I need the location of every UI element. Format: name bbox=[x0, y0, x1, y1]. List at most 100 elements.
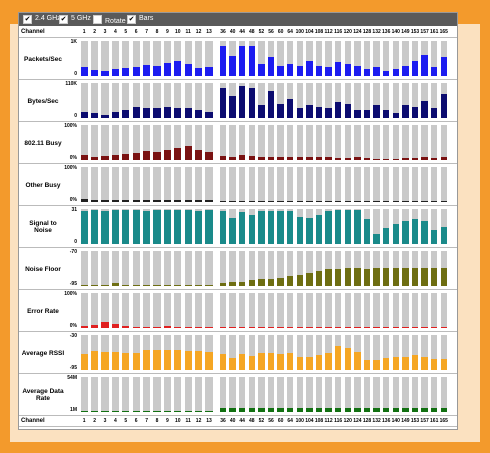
bar bbox=[402, 105, 409, 118]
cell-background bbox=[258, 125, 265, 160]
bar bbox=[382, 200, 390, 202]
checkbox-option[interactable]: Rotate bbox=[93, 15, 126, 25]
cell-background bbox=[184, 125, 192, 160]
channel-number: 112 bbox=[324, 29, 333, 35]
bar bbox=[440, 200, 448, 202]
cell-background bbox=[325, 83, 332, 118]
bar bbox=[421, 356, 428, 370]
bar bbox=[430, 230, 438, 244]
cell-background bbox=[315, 335, 323, 370]
cell-background bbox=[373, 41, 380, 76]
cell-background bbox=[174, 125, 182, 160]
bar bbox=[90, 113, 99, 118]
cell-background bbox=[163, 293, 172, 328]
cell-background bbox=[194, 377, 203, 412]
cell-background bbox=[153, 125, 161, 160]
cell-background bbox=[80, 293, 88, 328]
cell-background bbox=[142, 167, 151, 202]
cell-background bbox=[267, 293, 275, 328]
channel-number: 104 bbox=[305, 29, 314, 35]
bar bbox=[392, 113, 400, 118]
bar bbox=[258, 64, 265, 76]
channel-number: 108 bbox=[314, 29, 324, 35]
cell-background bbox=[90, 125, 99, 160]
row-rule bbox=[19, 331, 457, 332]
bar bbox=[194, 326, 203, 328]
channel-number: 116 bbox=[334, 418, 343, 424]
checkbox-option[interactable]: ✔ Bars bbox=[127, 15, 153, 24]
checkbox[interactable]: ✔ bbox=[59, 15, 68, 24]
bar bbox=[153, 152, 161, 160]
channel-number: 149 bbox=[401, 418, 410, 424]
bar bbox=[296, 274, 304, 286]
bar bbox=[306, 326, 313, 328]
bar bbox=[411, 355, 419, 370]
cell-background bbox=[430, 167, 438, 202]
cell-background bbox=[205, 41, 213, 76]
bar bbox=[219, 155, 227, 160]
cell-background bbox=[306, 125, 313, 160]
bar bbox=[421, 200, 428, 202]
bar bbox=[402, 221, 409, 244]
cell-background bbox=[421, 377, 428, 412]
cell-background bbox=[132, 83, 140, 118]
bar bbox=[229, 281, 236, 286]
cell-background bbox=[90, 41, 99, 76]
bar bbox=[373, 360, 380, 370]
bar bbox=[122, 410, 130, 412]
cell-background bbox=[142, 83, 151, 118]
cell-background bbox=[184, 167, 192, 202]
cell-background bbox=[194, 41, 203, 76]
bar bbox=[392, 357, 400, 370]
bar bbox=[286, 353, 294, 370]
cell-background bbox=[101, 251, 109, 286]
cell-background bbox=[122, 125, 130, 160]
bar bbox=[205, 284, 213, 286]
bar bbox=[80, 353, 88, 370]
bar bbox=[122, 210, 130, 244]
channel-number: 128 bbox=[362, 29, 372, 35]
checkbox-option[interactable]: ✔ 5 GHz bbox=[59, 15, 91, 24]
channel-number: 60 bbox=[277, 29, 284, 35]
cell-background bbox=[344, 293, 352, 328]
bar bbox=[194, 410, 203, 412]
bar bbox=[286, 276, 294, 286]
checkbox-option[interactable]: ✔ 2.4 GHz bbox=[23, 15, 61, 24]
cell-background bbox=[392, 41, 400, 76]
cell-background bbox=[205, 251, 213, 286]
channel-number: 52 bbox=[258, 29, 265, 35]
bar bbox=[111, 69, 120, 76]
bar bbox=[174, 107, 182, 118]
bar bbox=[163, 284, 172, 286]
bar bbox=[344, 348, 352, 370]
bar bbox=[334, 157, 342, 160]
bar bbox=[101, 71, 109, 76]
axis-min: 0 bbox=[74, 239, 77, 245]
channel-number: 12 bbox=[195, 418, 202, 424]
cell-background bbox=[363, 167, 371, 202]
row-label: Signal to Noise bbox=[21, 206, 65, 248]
cell-background bbox=[258, 83, 265, 118]
bar bbox=[363, 68, 371, 76]
bar bbox=[219, 87, 227, 118]
bar bbox=[122, 67, 130, 76]
cell-background bbox=[205, 125, 213, 160]
cell-background bbox=[325, 251, 332, 286]
checkbox[interactable]: ✔ bbox=[23, 15, 32, 24]
bar bbox=[132, 284, 140, 286]
cell-background bbox=[344, 125, 352, 160]
cell-background bbox=[163, 41, 172, 76]
cell-background bbox=[296, 335, 304, 370]
cell-background bbox=[219, 251, 227, 286]
bar bbox=[296, 200, 304, 202]
axis-max: 1K bbox=[70, 39, 77, 45]
cell-background bbox=[430, 41, 438, 76]
cell-background bbox=[296, 377, 304, 412]
checkbox[interactable] bbox=[93, 15, 102, 24]
channel-number: 157 bbox=[420, 29, 429, 35]
checkbox[interactable]: ✔ bbox=[127, 15, 136, 24]
cell-background bbox=[111, 125, 120, 160]
cell-background bbox=[111, 83, 120, 118]
cell-background bbox=[306, 251, 313, 286]
bar bbox=[153, 284, 161, 286]
